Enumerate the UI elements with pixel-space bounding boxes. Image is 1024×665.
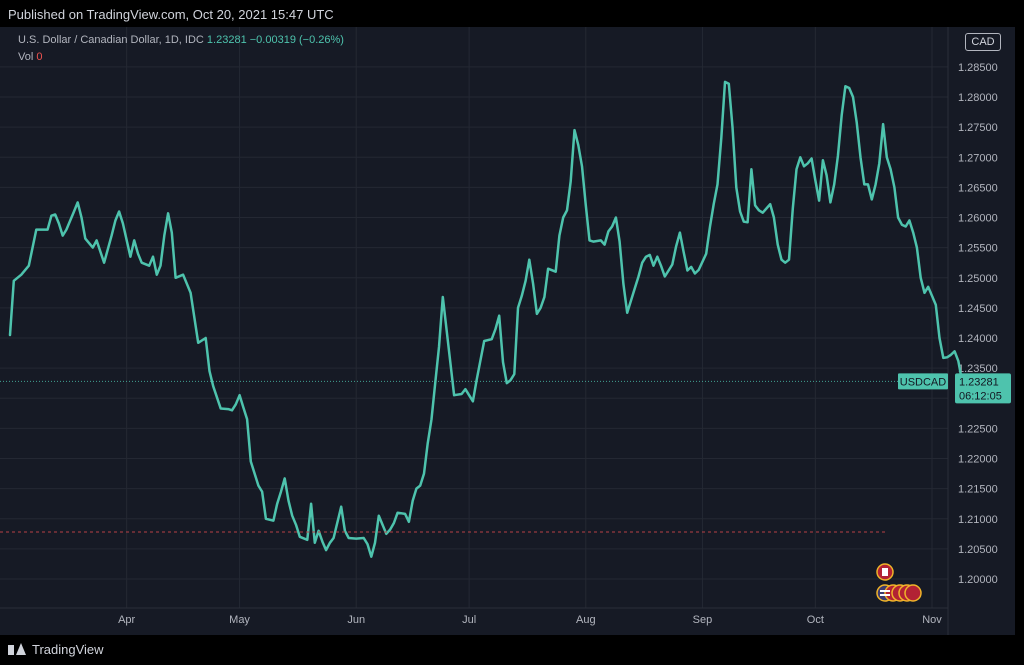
footer-brand[interactable]: TradingView: [8, 640, 104, 658]
symbol-description[interactable]: U.S. Dollar / Canadian Dollar, 1D, IDC: [18, 34, 204, 46]
x-tick-label: Aug: [576, 614, 596, 626]
y-tick-label: 1.27000: [958, 152, 998, 164]
symbol-tag: USDCAD: [900, 376, 947, 388]
y-tick-label: 1.22500: [958, 423, 998, 435]
y-tick-label: 1.25000: [958, 273, 998, 285]
price-label-bg: [955, 373, 1011, 404]
x-tick-label: Jun: [347, 614, 365, 626]
y-tick-label: 1.20500: [958, 544, 998, 556]
tradingview-logo-icon: [8, 643, 26, 655]
us-flag-stripe-icon: [880, 590, 890, 592]
published-banner: Published on TradingView.com, Oct 20, 20…: [8, 7, 334, 22]
overlay-layer: USDCAD 1.23281 06:12:05: [0, 373, 1011, 602]
y-tick-label: 1.27500: [958, 122, 998, 134]
y-tick-label: 1.26500: [958, 182, 998, 194]
x-tick-label: Sep: [693, 614, 713, 626]
symbol-tag-bg: [898, 373, 948, 390]
brand-name: TradingView: [32, 641, 104, 657]
last-price: 1.23281: [206, 34, 247, 46]
y-tick-label: 1.26000: [958, 213, 998, 225]
price-change: −0.00319 (−0.26%): [249, 34, 344, 46]
price-label-value: 1.23281: [959, 376, 999, 388]
volume-label[interactable]: Vol: [18, 51, 34, 63]
series-line-usdcad: [8, 80, 964, 558]
us-flag-stripe-icon: [880, 594, 890, 596]
grid-lines: [0, 27, 948, 608]
y-tick-label: 1.25500: [958, 243, 998, 255]
chart-legend: U.S. Dollar / Canadian Dollar, 1D, IDC 1…: [18, 32, 344, 66]
y-tick-label: 1.21000: [958, 514, 998, 526]
price-label-countdown: 06:12:05: [959, 390, 1002, 402]
series-layer: [8, 80, 964, 558]
y-tick-label: 1.28500: [958, 62, 998, 74]
y-tick-label: 1.24500: [958, 303, 998, 315]
x-tick-label: Jul: [462, 614, 476, 626]
us-event-icon: [904, 584, 922, 602]
y-tick-label: 1.28000: [958, 92, 998, 104]
price-chart[interactable]: 1.20000 1.20500 1.21000 1.21500 1.22000 1.225…: [0, 27, 1015, 635]
chart-area[interactable]: 1.20000 1.20500 1.21000 1.21500 1.22000 1.225…: [0, 27, 1015, 635]
currency-badge[interactable]: CAD: [965, 33, 1001, 51]
x-tick-label: Apr: [118, 614, 135, 626]
x-tick-label: May: [229, 614, 250, 626]
y-tick-label: 1.24000: [958, 333, 998, 345]
y-tick-label: 1.21500: [958, 484, 998, 496]
y-tick-label: 1.20000: [958, 574, 998, 586]
y-axis: 1.20000 1.20500 1.21000 1.21500 1.22000 1.225…: [947, 27, 998, 635]
x-axis: Apr May Jun Jul Aug Sep Oct Nov: [0, 607, 948, 626]
y-tick-label: 1.23500: [958, 363, 998, 375]
x-tick-label: Nov: [922, 614, 942, 626]
y-tick-label: 1.22000: [958, 454, 998, 466]
x-tick-label: Oct: [807, 614, 824, 626]
volume-value: 0: [36, 51, 43, 63]
canada-flag-center-icon: [882, 568, 888, 576]
